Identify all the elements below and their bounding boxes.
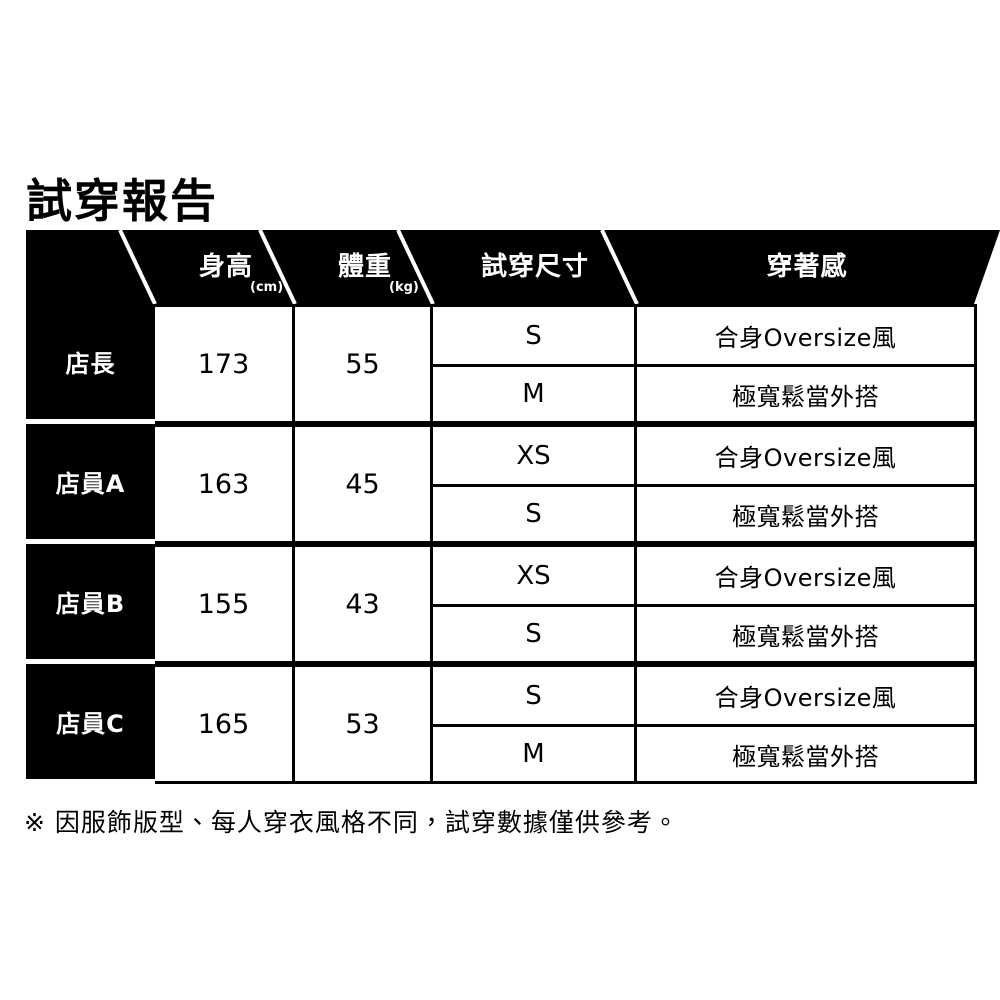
row-size-value: S bbox=[433, 664, 637, 724]
row-person-name: 店員B bbox=[26, 544, 155, 659]
header-weight-label: 體重 bbox=[337, 252, 392, 282]
row-feel-value: 合身Oversize風 bbox=[637, 424, 977, 484]
row-weight-value: 53 bbox=[295, 664, 433, 784]
row-feel-column: 合身Oversize風 極寬鬆當外搭 bbox=[637, 304, 977, 424]
row-weight-value: 45 bbox=[295, 424, 433, 544]
row-feel-value: 合身Oversize風 bbox=[637, 664, 977, 724]
row-height-value: 155 bbox=[155, 544, 295, 664]
row-size-column: XS S bbox=[433, 424, 637, 544]
row-height-value: 165 bbox=[155, 664, 295, 784]
row-size-value: M bbox=[433, 724, 637, 784]
row-size-value: S bbox=[433, 304, 637, 364]
row-size-value: S bbox=[433, 484, 637, 544]
row-person-name: 店員A bbox=[26, 424, 155, 539]
row-size-column: S M bbox=[433, 664, 637, 784]
row-weight-value: 43 bbox=[295, 544, 433, 664]
table-row: 店員C 165 53 S M 合身Oversize風 極寬鬆當外搭 bbox=[26, 664, 977, 784]
header-height-label: 身高 bbox=[198, 252, 253, 282]
table-row: 店員B 155 43 XS S 合身Oversize風 極寬鬆當外搭 bbox=[26, 544, 977, 664]
row-feel-column: 合身Oversize風 極寬鬆當外搭 bbox=[637, 424, 977, 544]
row-feel-value: 極寬鬆當外搭 bbox=[637, 484, 977, 544]
page-title: 試穿報告 bbox=[26, 173, 218, 228]
row-person-name: 店長 bbox=[26, 304, 155, 419]
header-weight-unit: (kg) bbox=[389, 280, 419, 295]
header-feel-label: 穿著感 bbox=[766, 252, 848, 282]
row-feel-value: 合身Oversize風 bbox=[637, 544, 977, 604]
row-size-value: S bbox=[433, 604, 637, 664]
row-size-column: XS S bbox=[433, 544, 637, 664]
table-body: 店長 173 55 S M 合身Oversize風 極寬鬆當外搭 店員A 163… bbox=[26, 304, 977, 784]
row-size-value: M bbox=[433, 364, 637, 424]
row-size-value: XS bbox=[433, 544, 637, 604]
row-feel-value: 極寬鬆當外搭 bbox=[637, 364, 977, 424]
row-size-value: XS bbox=[433, 424, 637, 484]
row-feel-value: 合身Oversize風 bbox=[637, 304, 977, 364]
table-row: 店員A 163 45 XS S 合身Oversize風 極寬鬆當外搭 bbox=[26, 424, 977, 544]
row-size-column: S M bbox=[433, 304, 637, 424]
table-row: 店長 173 55 S M 合身Oversize風 極寬鬆當外搭 bbox=[26, 304, 977, 424]
row-feel-column: 合身Oversize風 極寬鬆當外搭 bbox=[637, 544, 977, 664]
footnote-text: ※ 因服飾版型、每人穿衣風格不同，試穿數據僅供參考。 bbox=[24, 808, 679, 837]
row-person-name: 店員C bbox=[26, 664, 155, 779]
row-height-value: 173 bbox=[155, 304, 295, 424]
table-header: 身高 (cm) 體重 (kg) 試穿尺寸 穿著感 bbox=[26, 230, 1000, 304]
row-feel-value: 極寬鬆當外搭 bbox=[637, 724, 977, 784]
header-size-label: 試穿尺寸 bbox=[480, 252, 589, 282]
header-band-shape bbox=[26, 230, 1000, 304]
row-feel-column: 合身Oversize風 極寬鬆當外搭 bbox=[637, 664, 977, 784]
row-weight-value: 55 bbox=[295, 304, 433, 424]
row-feel-value: 極寬鬆當外搭 bbox=[637, 604, 977, 664]
row-height-value: 163 bbox=[155, 424, 295, 544]
header-height-unit: (cm) bbox=[250, 280, 284, 295]
